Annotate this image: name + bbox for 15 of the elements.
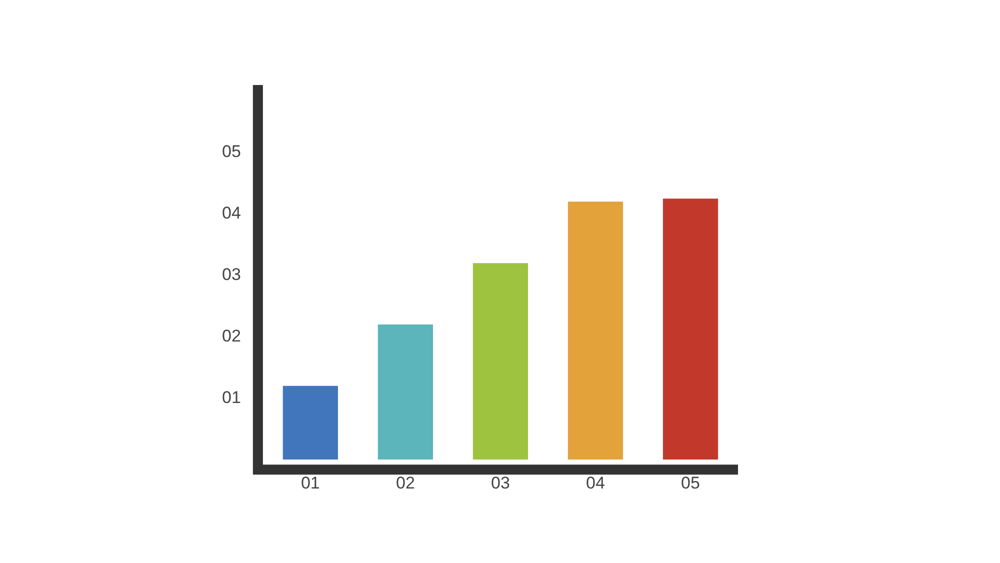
y-tick-label: 05: [222, 142, 241, 162]
bar: [282, 386, 338, 460]
y-tick-label: 01: [222, 388, 241, 407]
y-tick-label: 02: [222, 326, 241, 346]
x-tick-label: 04: [586, 473, 605, 492]
bar: [662, 198, 718, 460]
y-tick-label: 04: [222, 204, 241, 223]
x-tick-label: 05: [681, 473, 700, 492]
bar: [568, 202, 624, 460]
bar: [472, 263, 528, 460]
bar: [378, 324, 433, 460]
x-tick-label: 01: [300, 473, 320, 492]
x-tick-label: 03: [490, 473, 510, 492]
x-tick-label: 02: [396, 473, 415, 492]
y-tick-label: 03: [222, 265, 241, 284]
